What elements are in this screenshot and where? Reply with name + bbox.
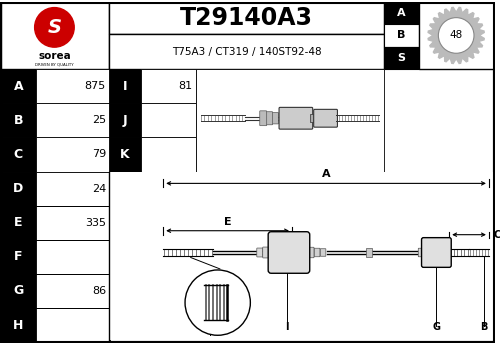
- Bar: [109, 69, 140, 103]
- Text: 48: 48: [450, 30, 463, 40]
- Bar: [109, 171, 494, 340]
- Bar: [310, 114, 314, 122]
- Bar: [1, 206, 35, 240]
- Text: 335: 335: [85, 218, 106, 228]
- Bar: [310, 114, 316, 122]
- Bar: [109, 103, 140, 137]
- Bar: [36, 308, 110, 342]
- Text: K: K: [120, 148, 130, 161]
- Text: S: S: [48, 18, 62, 37]
- Text: DRIVEN BY QUALITY: DRIVEN BY QUALITY: [35, 62, 74, 66]
- Text: C: C: [494, 230, 500, 240]
- FancyBboxPatch shape: [262, 247, 268, 258]
- Text: 25: 25: [92, 115, 106, 125]
- Bar: [109, 137, 140, 171]
- FancyBboxPatch shape: [257, 248, 262, 257]
- Text: 875: 875: [84, 81, 106, 91]
- FancyBboxPatch shape: [314, 109, 338, 127]
- Bar: [418, 2, 494, 69]
- FancyBboxPatch shape: [308, 247, 314, 258]
- Bar: [140, 137, 196, 171]
- FancyBboxPatch shape: [272, 112, 278, 124]
- Text: J: J: [122, 114, 127, 127]
- FancyBboxPatch shape: [268, 232, 310, 273]
- Circle shape: [185, 270, 250, 335]
- Bar: [384, 2, 418, 24]
- FancyBboxPatch shape: [418, 248, 424, 257]
- FancyBboxPatch shape: [423, 247, 429, 258]
- Bar: [36, 240, 110, 274]
- Text: I: I: [285, 322, 288, 332]
- FancyBboxPatch shape: [260, 111, 266, 126]
- Bar: [196, 69, 384, 171]
- Text: G: G: [13, 285, 24, 297]
- Text: D: D: [206, 322, 214, 332]
- FancyBboxPatch shape: [422, 238, 451, 267]
- Bar: [1, 240, 35, 274]
- Text: T29140A3: T29140A3: [180, 6, 313, 30]
- Text: 79: 79: [92, 149, 106, 159]
- Bar: [1, 103, 35, 137]
- Bar: [1, 137, 35, 171]
- Text: B: B: [397, 30, 406, 40]
- Bar: [109, 34, 384, 69]
- Bar: [36, 274, 110, 308]
- Text: G: G: [432, 322, 440, 332]
- Bar: [36, 206, 110, 240]
- FancyBboxPatch shape: [274, 245, 280, 260]
- Bar: [1, 274, 35, 308]
- Bar: [1, 308, 35, 342]
- Text: A: A: [322, 169, 330, 179]
- Bar: [366, 248, 372, 257]
- Bar: [36, 137, 110, 171]
- Bar: [140, 103, 196, 137]
- Bar: [384, 24, 418, 47]
- FancyBboxPatch shape: [320, 249, 326, 256]
- Text: F: F: [14, 250, 22, 263]
- Polygon shape: [428, 7, 484, 63]
- Text: 24: 24: [92, 184, 106, 194]
- Text: A: A: [397, 8, 406, 18]
- Text: A: A: [14, 80, 23, 93]
- Bar: [1, 69, 35, 103]
- Bar: [306, 114, 310, 122]
- Text: B: B: [480, 322, 488, 332]
- Text: C: C: [14, 148, 23, 161]
- Bar: [36, 103, 110, 137]
- Circle shape: [438, 18, 474, 53]
- FancyBboxPatch shape: [279, 107, 312, 129]
- FancyBboxPatch shape: [268, 246, 274, 259]
- FancyBboxPatch shape: [314, 248, 320, 257]
- Text: T75A3 / CT319 / 140ST92-48: T75A3 / CT319 / 140ST92-48: [172, 47, 321, 57]
- Text: E: E: [14, 216, 22, 229]
- Text: 86: 86: [92, 286, 106, 296]
- Text: sorea: sorea: [38, 51, 71, 61]
- Text: S: S: [398, 53, 406, 63]
- Text: I: I: [122, 80, 127, 93]
- Circle shape: [34, 8, 74, 47]
- Text: 81: 81: [178, 81, 192, 91]
- Bar: [36, 69, 110, 103]
- Bar: [1, 2, 109, 69]
- Text: B: B: [14, 114, 23, 127]
- FancyBboxPatch shape: [266, 112, 272, 125]
- Bar: [36, 171, 110, 206]
- Text: H: H: [13, 319, 24, 332]
- Text: D: D: [13, 182, 24, 195]
- Bar: [384, 47, 418, 69]
- Bar: [140, 69, 196, 103]
- Bar: [1, 171, 35, 206]
- Bar: [109, 2, 384, 34]
- Text: E: E: [224, 217, 232, 227]
